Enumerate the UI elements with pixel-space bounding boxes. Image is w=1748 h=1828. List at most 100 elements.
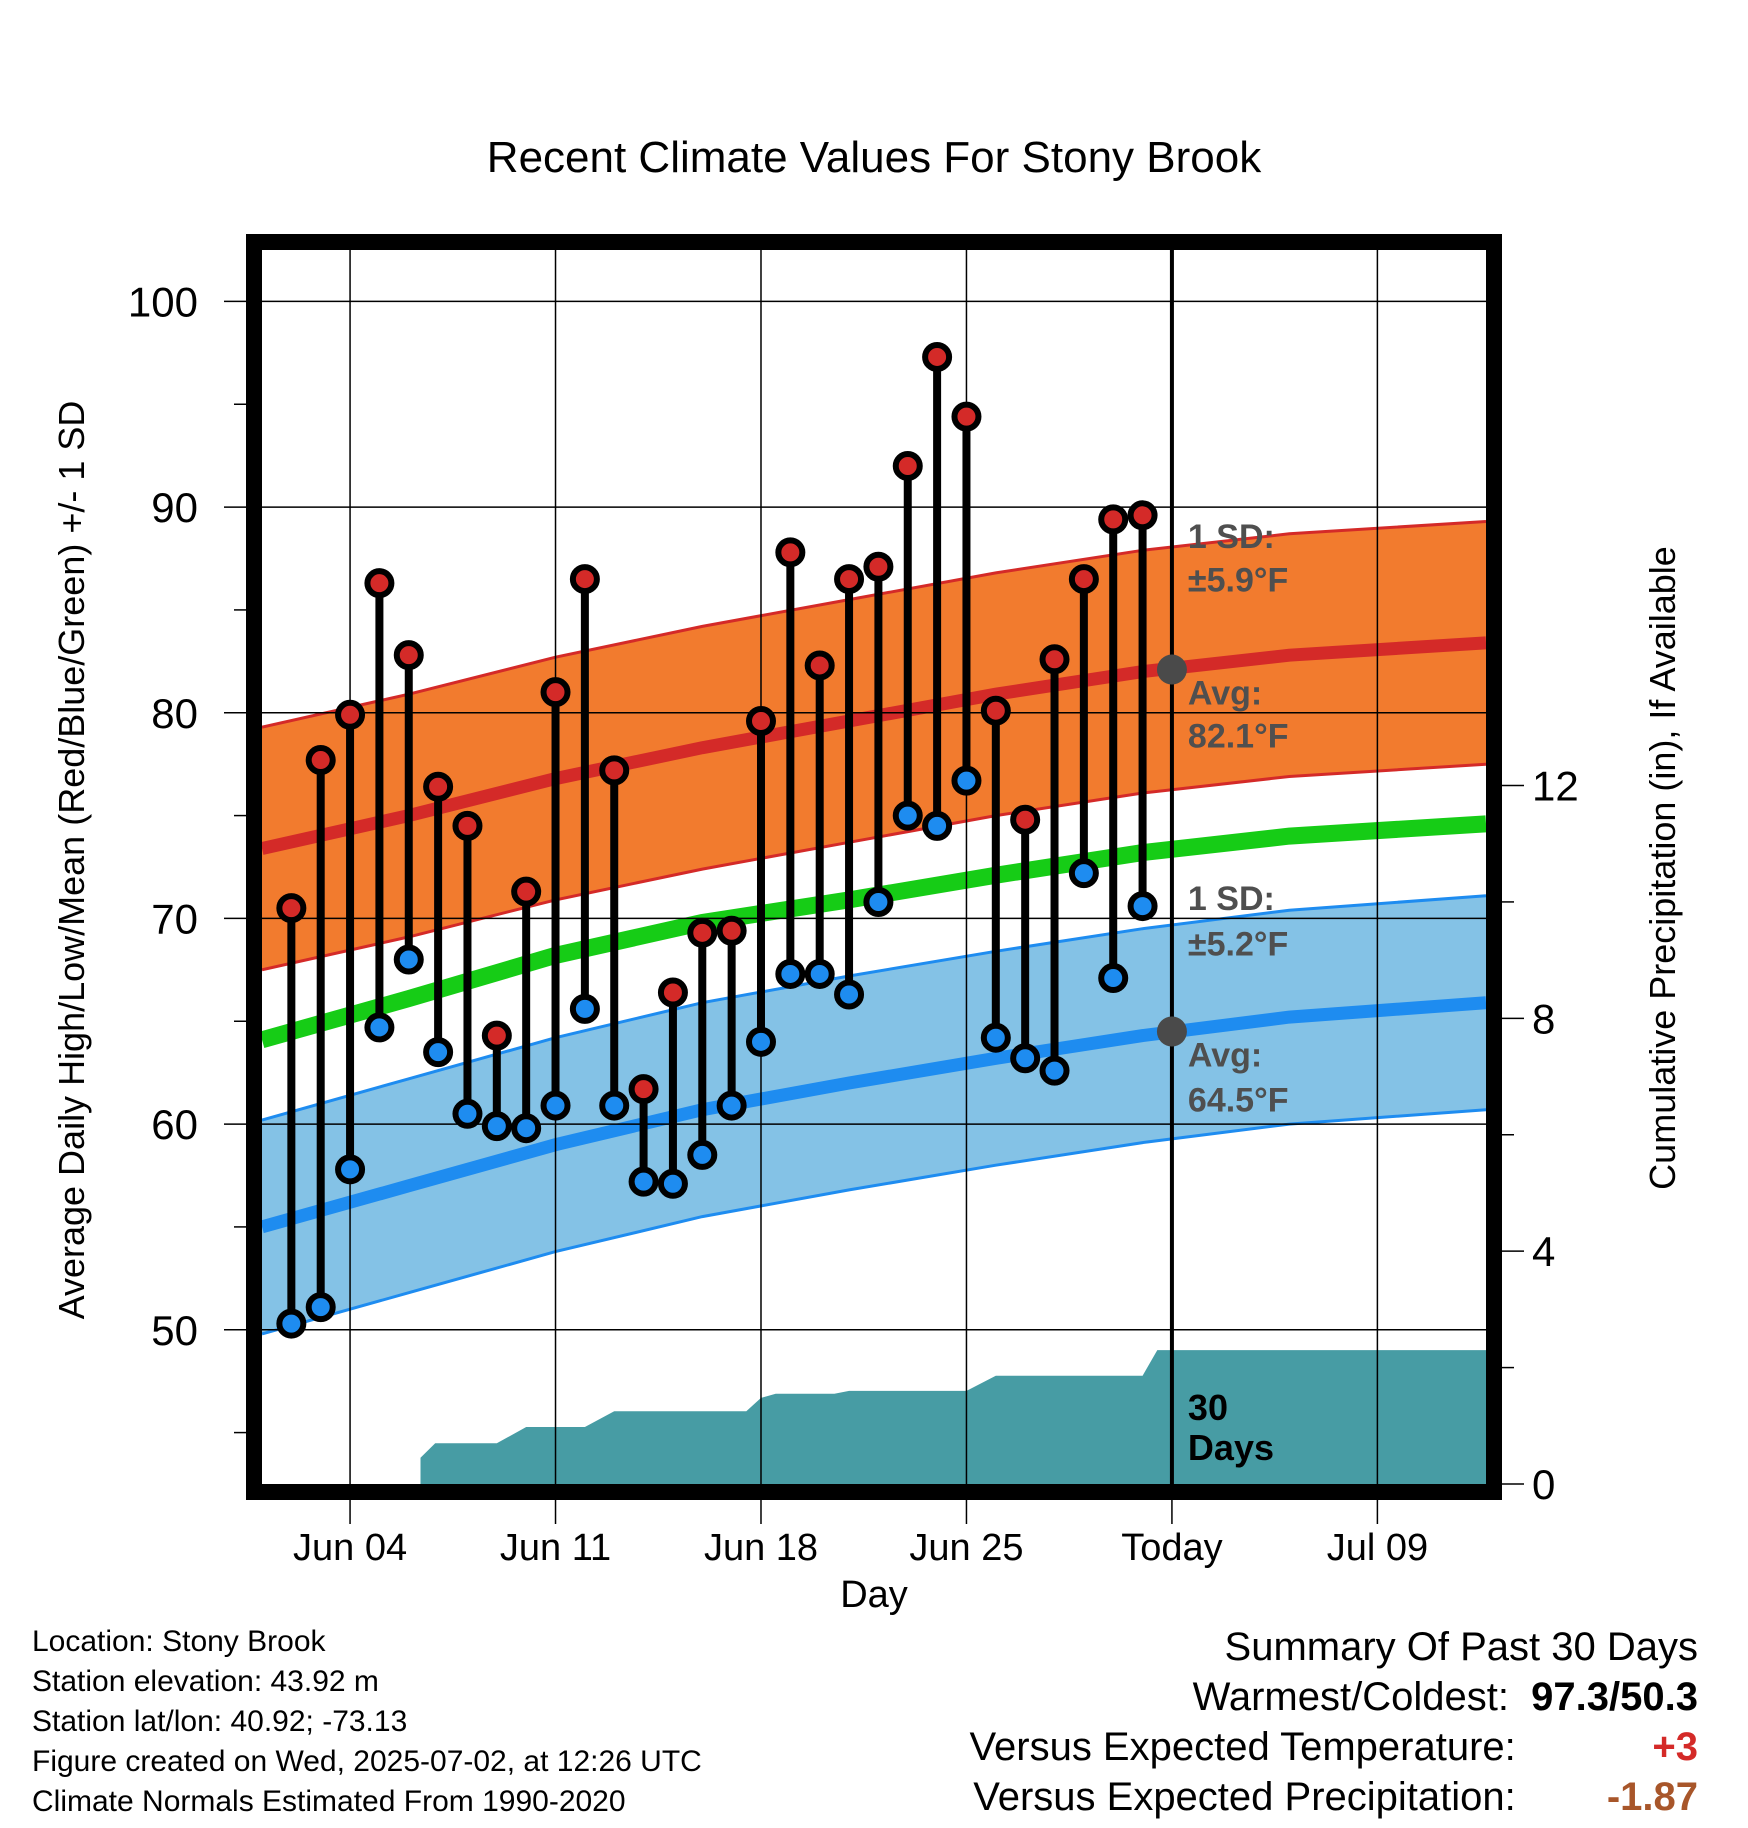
daily-high-point bbox=[276, 893, 307, 924]
daily-low-point bbox=[657, 1168, 688, 1199]
daily-high-point bbox=[1068, 564, 1099, 595]
elevation-text: Station elevation: 43.92 m bbox=[32, 1665, 379, 1698]
daily-low-point bbox=[1039, 1055, 1070, 1086]
daily-low-point bbox=[922, 810, 953, 841]
warmest-coldest-label: Warmest/Coldest: bbox=[1192, 1675, 1509, 1719]
daily-high-point bbox=[863, 551, 894, 582]
x-tick-label: Jul 09 bbox=[1327, 1527, 1428, 1569]
avg-high-marker bbox=[1156, 654, 1187, 685]
daily-low-point bbox=[540, 1090, 571, 1121]
daily-high-point bbox=[834, 564, 865, 595]
high-sd-title: 1 SD: bbox=[1188, 518, 1275, 556]
daily-low-point bbox=[628, 1166, 659, 1197]
low-sd-title: 1 SD: bbox=[1188, 880, 1275, 918]
y2-axis-label: Cumulative Precipitation (in), If Availa… bbox=[1642, 546, 1683, 1190]
low-avg-title: Avg: bbox=[1188, 1036, 1262, 1074]
latlon-text: Station lat/lon: 40.92; -73.13 bbox=[32, 1705, 408, 1738]
daily-low-point bbox=[863, 886, 894, 917]
daily-low-point bbox=[423, 1037, 454, 1068]
daily-high-point bbox=[951, 401, 982, 432]
summary-panel: Summary Of Past 30 Days Warmest/Coldest:… bbox=[798, 1622, 1698, 1822]
daily-high-point bbox=[716, 915, 747, 946]
daily-low-point bbox=[804, 958, 835, 989]
daily-high-point bbox=[804, 650, 835, 681]
daily-high-point bbox=[1010, 804, 1041, 835]
daily-high-point bbox=[775, 537, 806, 568]
station-metadata: Location: Stony Brook Station elevation:… bbox=[32, 1622, 702, 1822]
plot-frame bbox=[246, 234, 1502, 1500]
high-sd-value: ±5.9°F bbox=[1188, 561, 1288, 599]
daily-low-point bbox=[892, 800, 923, 831]
daily-high-point bbox=[364, 568, 395, 599]
daily-low-point bbox=[716, 1090, 747, 1121]
daily-high-point bbox=[511, 876, 542, 907]
daily-high-point bbox=[540, 677, 571, 708]
chart-title: Recent Climate Values For Stony Brook bbox=[487, 133, 1262, 182]
daily-low-point bbox=[951, 765, 982, 796]
low-avg-value: 64.5°F bbox=[1188, 1082, 1289, 1120]
daily-low-point bbox=[687, 1139, 718, 1170]
daily-low-point bbox=[481, 1111, 512, 1142]
daily-low-point bbox=[335, 1154, 366, 1185]
daily-high-point bbox=[922, 341, 953, 372]
low-sd-band bbox=[262, 895, 1486, 1334]
temp-vs-expected-value: +3 bbox=[1652, 1725, 1698, 1769]
summary-title: Summary Of Past 30 Days bbox=[1224, 1625, 1698, 1669]
x-tick-label: Jun 18 bbox=[704, 1527, 818, 1569]
daily-high-point bbox=[657, 977, 688, 1008]
daily-high-point bbox=[892, 450, 923, 481]
daily-high-point bbox=[687, 917, 718, 948]
low-band-lower-edge bbox=[262, 1108, 1486, 1336]
daily-low-point bbox=[599, 1090, 630, 1121]
y-tick-label: 60 bbox=[151, 1101, 198, 1148]
daily-low-point bbox=[1068, 858, 1099, 889]
daily-low-point bbox=[276, 1308, 307, 1339]
y2-tick-label: 8 bbox=[1532, 995, 1555, 1042]
high-avg-value: 82.1°F bbox=[1188, 718, 1289, 756]
daily-low-point bbox=[305, 1292, 336, 1323]
daily-high-point bbox=[980, 695, 1011, 726]
warmest-coldest-value: 97.3/50.3 bbox=[1531, 1675, 1698, 1719]
normal-low-line bbox=[262, 996, 1486, 1234]
precip-vs-expected-value: -1.87 bbox=[1606, 1775, 1698, 1819]
daily-low-point bbox=[1010, 1043, 1041, 1074]
daily-low-point bbox=[980, 1022, 1011, 1053]
daily-high-point bbox=[1098, 504, 1129, 535]
days-word-label: Days bbox=[1188, 1427, 1274, 1468]
daily-low-point bbox=[745, 1026, 776, 1057]
daily-low-point bbox=[834, 979, 865, 1010]
daily-low-point bbox=[569, 993, 600, 1024]
daily-high-point bbox=[393, 640, 424, 671]
high-avg-title: Avg: bbox=[1188, 675, 1262, 713]
location-text: Location: Stony Brook bbox=[32, 1625, 326, 1658]
y-tick-label: 80 bbox=[151, 690, 198, 737]
y2-tick-label: 12 bbox=[1532, 763, 1579, 810]
y-tick-label: 90 bbox=[151, 484, 198, 531]
daily-low-point bbox=[775, 958, 806, 989]
created-text: Figure created on Wed, 2025-07-02, at 12… bbox=[32, 1745, 702, 1778]
daily-low-point bbox=[1098, 963, 1129, 994]
daily-low-point bbox=[393, 944, 424, 975]
climate-chart: Recent Climate Values For Stony Brook 1 … bbox=[51, 133, 1683, 1616]
daily-high-point bbox=[1127, 500, 1158, 531]
daily-high-point bbox=[423, 771, 454, 802]
x-tick-label: Jun 25 bbox=[909, 1527, 1023, 1569]
x-tick-label: Today bbox=[1121, 1527, 1222, 1569]
precip-vs-expected-label: Versus Expected Precipitation: bbox=[973, 1775, 1516, 1819]
y-tick-label: 100 bbox=[128, 278, 198, 325]
x-axis-label: Day bbox=[840, 1574, 908, 1616]
daily-low-point bbox=[364, 1012, 395, 1043]
y-tick-label: 70 bbox=[151, 895, 198, 942]
daily-high-point bbox=[745, 705, 776, 736]
high-sd-band bbox=[262, 521, 1486, 970]
normals-text: Climate Normals Estimated From 1990-2020 bbox=[32, 1785, 626, 1818]
y2-tick-label: 4 bbox=[1532, 1228, 1555, 1275]
precip-area bbox=[420, 1350, 1486, 1484]
temp-vs-expected-label: Versus Expected Temperature: bbox=[969, 1725, 1516, 1769]
days-count-label: 30 bbox=[1188, 1387, 1228, 1428]
daily-high-point bbox=[481, 1020, 512, 1051]
daily-high-point bbox=[335, 699, 366, 730]
daily-low-point bbox=[1127, 891, 1158, 922]
y-tick-label: 50 bbox=[151, 1307, 198, 1354]
daily-high-point bbox=[599, 755, 630, 786]
